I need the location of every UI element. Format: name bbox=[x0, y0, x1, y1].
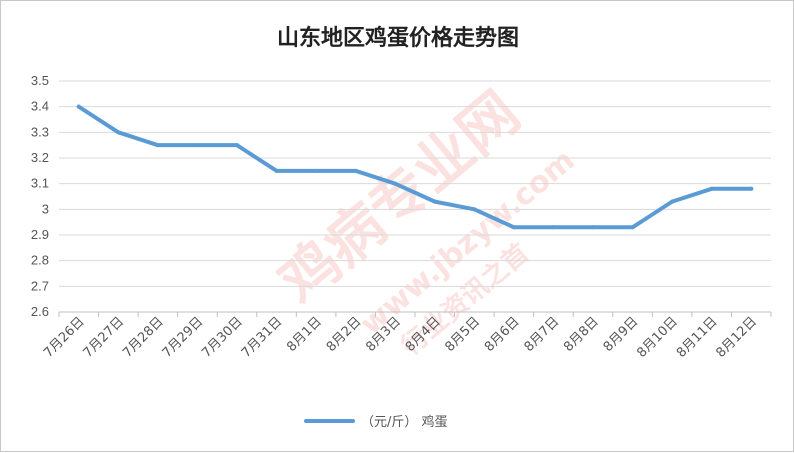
data-point bbox=[670, 199, 675, 204]
data-point bbox=[116, 130, 121, 135]
x-tick-label: 7月28日 bbox=[120, 314, 167, 361]
y-tick-label: 3.1 bbox=[31, 176, 49, 191]
data-point bbox=[155, 143, 160, 148]
data-point bbox=[472, 207, 477, 212]
x-tick-label: 8月2日 bbox=[324, 314, 365, 355]
legend-label: （元/斤） 鸡蛋 bbox=[361, 414, 448, 430]
y-tick-label: 2.9 bbox=[31, 227, 49, 242]
data-point bbox=[511, 225, 516, 230]
x-tick-label: 8月1日 bbox=[284, 314, 325, 355]
data-point bbox=[76, 104, 81, 109]
series-layer bbox=[76, 104, 754, 230]
x-tick-label: 8月7日 bbox=[522, 314, 563, 355]
y-tick-label: 3 bbox=[42, 201, 49, 216]
gridlines bbox=[59, 80, 771, 313]
data-point bbox=[195, 143, 200, 148]
data-point bbox=[393, 181, 398, 186]
x-tick-label: 7月29日 bbox=[160, 314, 207, 361]
data-point bbox=[591, 225, 595, 230]
data-point bbox=[353, 168, 358, 173]
y-axis: 2.6 2.7 2.8 2.9 3 3.1 3.2 3.3 3.4 3.5 bbox=[31, 73, 49, 319]
data-point bbox=[551, 225, 556, 230]
chart-title: 山东地区鸡蛋价格走势图 bbox=[277, 25, 519, 51]
x-tick-label: 8月10日 bbox=[634, 314, 681, 361]
x-tick-label: 7月31日 bbox=[239, 314, 286, 361]
x-tick-label: 7月27日 bbox=[81, 314, 128, 361]
x-tick-label: 7月30日 bbox=[199, 314, 246, 361]
data-point bbox=[749, 186, 754, 191]
y-tick-label: 2.8 bbox=[31, 253, 49, 268]
y-tick-label: 2.6 bbox=[31, 304, 49, 319]
x-tick-label: 8月12日 bbox=[714, 314, 761, 361]
data-point bbox=[235, 143, 239, 148]
x-tick-label: 8月6日 bbox=[482, 314, 523, 355]
y-tick-label: 3.3 bbox=[31, 124, 49, 139]
data-point bbox=[314, 168, 319, 173]
data-point bbox=[432, 199, 437, 204]
data-point bbox=[709, 186, 714, 191]
y-tick-label: 3.4 bbox=[31, 99, 49, 114]
x-tick-label: 8月11日 bbox=[674, 314, 721, 361]
x-tick-label: 7月26日 bbox=[41, 314, 88, 361]
x-tick-label: 8月8日 bbox=[561, 314, 602, 355]
y-tick-label: 2.7 bbox=[31, 278, 49, 293]
y-tick-label: 3.5 bbox=[31, 73, 49, 88]
series-line bbox=[76, 104, 754, 230]
data-point bbox=[274, 168, 279, 173]
legend[interactable]: （元/斤） 鸡蛋 bbox=[304, 414, 448, 430]
y-tick-label: 3.2 bbox=[31, 150, 49, 165]
data-point bbox=[630, 225, 635, 230]
